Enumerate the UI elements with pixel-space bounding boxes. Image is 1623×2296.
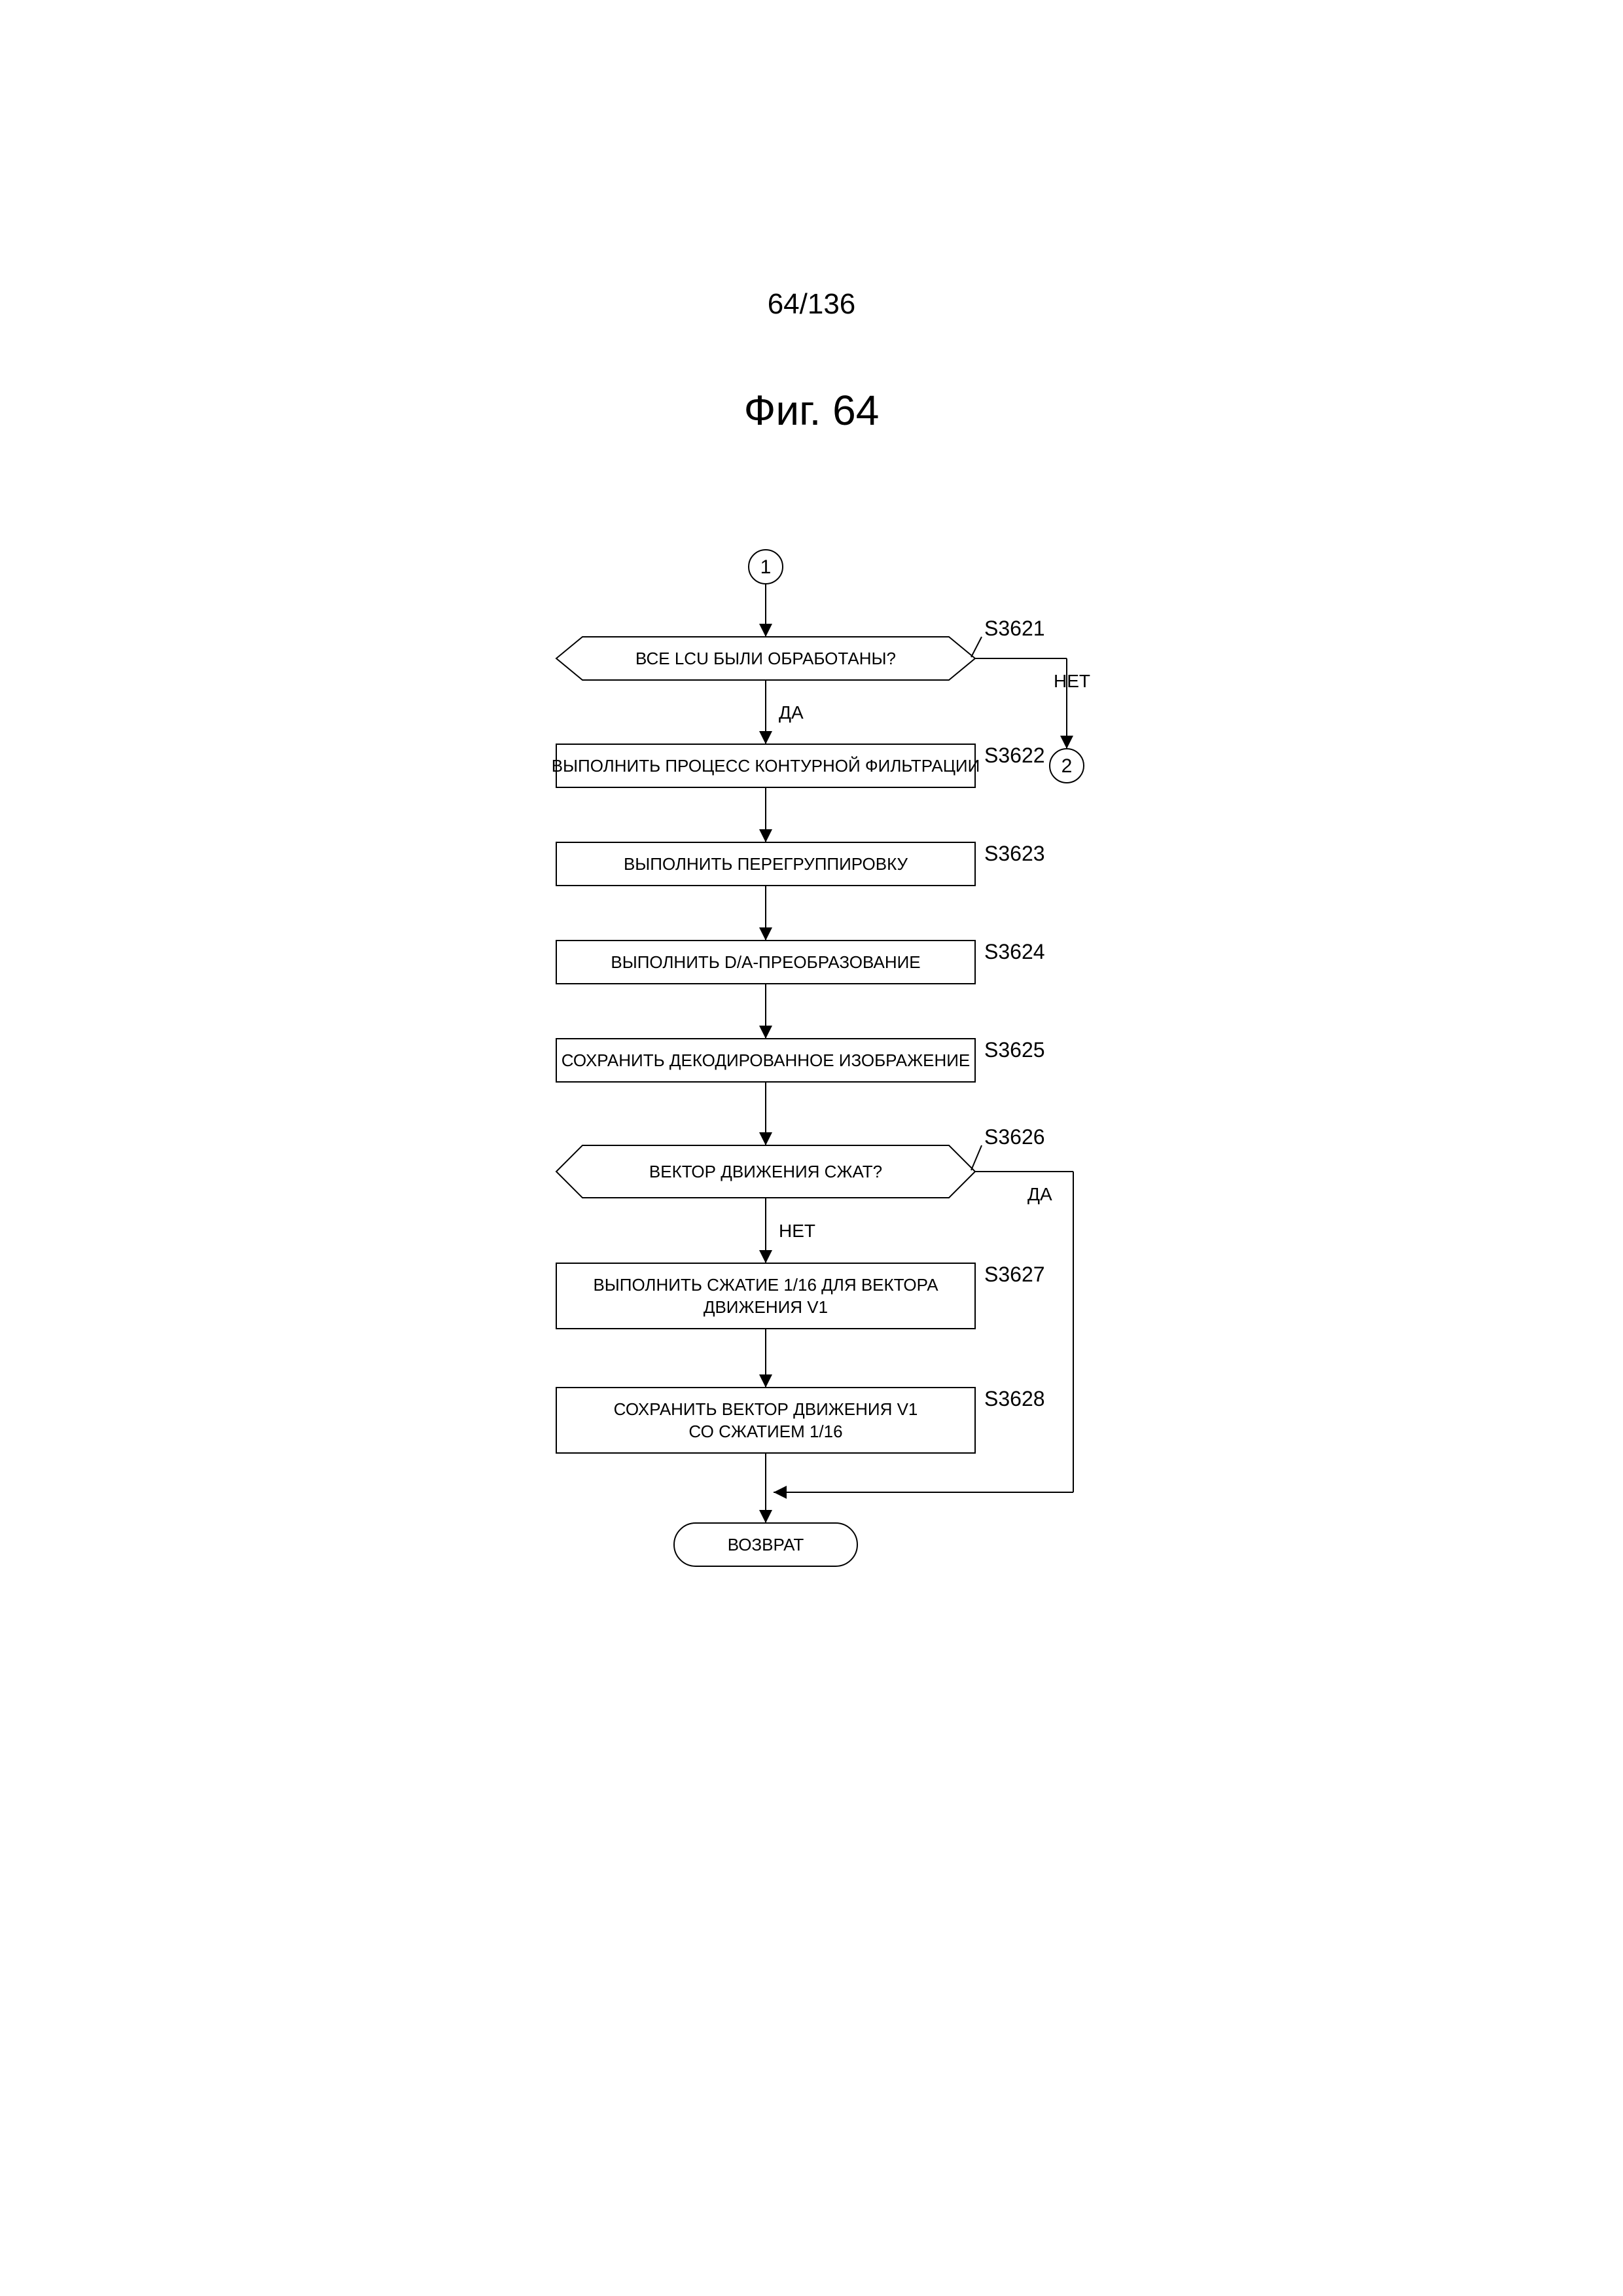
svg-text:ДА: ДА (779, 702, 804, 723)
svg-text:НЕТ: НЕТ (779, 1221, 815, 1241)
svg-text:ВЫПОЛНИТЬ ПЕРЕГРУППИРОВКУ: ВЫПОЛНИТЬ ПЕРЕГРУППИРОВКУ (624, 854, 908, 874)
svg-text:СО СЖАТИЕМ 1/16: СО СЖАТИЕМ 1/16 (688, 1422, 842, 1441)
svg-text:ВЕКТОР ДВИЖЕНИЯ СЖАТ?: ВЕКТОР ДВИЖЕНИЯ СЖАТ? (649, 1162, 882, 1181)
svg-text:ДА: ДА (1027, 1184, 1052, 1204)
svg-text:ВЫПОЛНИТЬ СЖАТИЕ 1/16 ДЛЯ ВЕКТ: ВЫПОЛНИТЬ СЖАТИЕ 1/16 ДЛЯ ВЕКТОРА (593, 1275, 938, 1295)
svg-text:СОХРАНИТЬ ВЕКТОР ДВИЖЕНИЯ V1: СОХРАНИТЬ ВЕКТОР ДВИЖЕНИЯ V1 (614, 1399, 918, 1419)
svg-text:ВЫПОЛНИТЬ D/A-ПРЕОБРАЗОВАНИЕ: ВЫПОЛНИТЬ D/A-ПРЕОБРАЗОВАНИЕ (611, 952, 920, 972)
svg-text:2: 2 (1061, 755, 1073, 777)
svg-text:1: 1 (760, 556, 772, 578)
svg-text:S3621: S3621 (984, 617, 1045, 640)
svg-text:S3628: S3628 (984, 1387, 1045, 1410)
svg-text:S3622: S3622 (984, 744, 1045, 767)
svg-text:ДВИЖЕНИЯ V1: ДВИЖЕНИЯ V1 (704, 1297, 828, 1317)
svg-text:ВСЕ LCU БЫЛИ ОБРАБОТАНЫ?: ВСЕ LCU БЫЛИ ОБРАБОТАНЫ? (635, 649, 896, 668)
svg-text:ВОЗВРАТ: ВОЗВРАТ (728, 1535, 804, 1554)
flowchart-svg: ДА НЕТ НЕТ ДА 1 ВСЕ LCU БЫЛИ ОБРАБОТАНЫ? S3621… (0, 0, 1623, 2296)
svg-text:СОХРАНИТЬ ДЕКОДИРОВАННОЕ ИЗОБР: СОХРАНИТЬ ДЕКОДИРОВАННОЕ ИЗОБРАЖЕНИЕ (562, 1050, 971, 1070)
page-container: 64/136 Фиг. 64 ДАНЕТНЕТДА1ВСЕ LCU БЫЛИ О… (0, 0, 1623, 2296)
svg-text:S3623: S3623 (984, 842, 1045, 865)
svg-text:НЕТ: НЕТ (1054, 671, 1090, 691)
svg-text:S3624: S3624 (984, 940, 1045, 963)
svg-text:S3627: S3627 (984, 1263, 1045, 1286)
svg-text:S3625: S3625 (984, 1038, 1045, 1062)
svg-text:ВЫПОЛНИТЬ ПРОЦЕСС КОНТУРНОЙ ФИ: ВЫПОЛНИТЬ ПРОЦЕСС КОНТУРНОЙ ФИЛЬТРАЦИИ (552, 756, 980, 776)
svg-text:S3626: S3626 (984, 1125, 1045, 1149)
